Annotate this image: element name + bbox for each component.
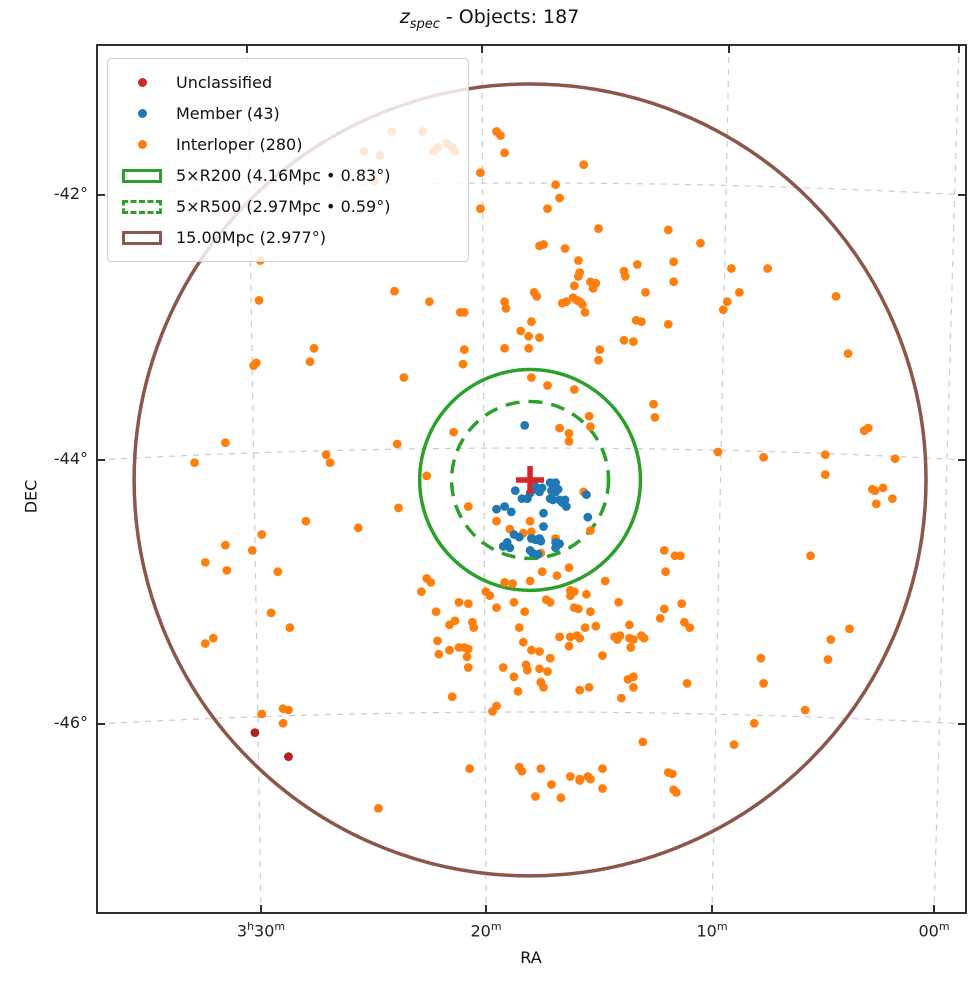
legend-dot-marker bbox=[116, 109, 168, 118]
scatter-points-unclassified bbox=[250, 728, 293, 761]
legend-box: Unclassified Member (43) Interloper (280) 5… bbox=[107, 58, 469, 262]
x-tick-label: 00m bbox=[918, 920, 950, 941]
legend-rect-marker bbox=[116, 199, 168, 214]
x-tick-label: 20m bbox=[470, 920, 502, 941]
legend-item: Unclassified bbox=[116, 67, 458, 98]
y-tick-label: -44° bbox=[53, 449, 88, 468]
title-rest: - Objects: 187 bbox=[439, 6, 580, 28]
legend-item: Member (43) bbox=[116, 98, 458, 129]
legend-dot-marker bbox=[116, 140, 168, 149]
legend-dot-marker bbox=[116, 78, 168, 87]
legend-item: Interloper (280) bbox=[116, 129, 458, 160]
plot-title: zspec - Objects: 187 bbox=[0, 6, 979, 32]
cluster-center-cross bbox=[516, 465, 545, 494]
axes-frame bbox=[96, 44, 967, 914]
title-variable: z bbox=[399, 6, 410, 28]
y-tick-label: -42° bbox=[53, 184, 88, 203]
legend-item-label: Member (43) bbox=[176, 104, 280, 123]
legend-item-label: Unclassified bbox=[176, 73, 273, 92]
legend-item: 15.00Mpc (2.977°) bbox=[116, 222, 458, 253]
scatter-points bbox=[190, 127, 900, 813]
legend-item: 5×R500 (2.97Mpc • 0.59°) bbox=[116, 191, 458, 222]
legend-item-label: 5×R200 (4.16Mpc • 0.83°) bbox=[176, 166, 391, 185]
x-tick-label: 3h30m bbox=[236, 920, 286, 941]
x-axis-label: RA bbox=[520, 948, 542, 967]
legend-item-label: 15.00Mpc (2.977°) bbox=[176, 228, 326, 247]
x-tick-label: 10m bbox=[696, 920, 728, 941]
legend-rect-marker bbox=[116, 168, 168, 183]
title-subscript: spec bbox=[409, 16, 440, 32]
legend-item-label: 5×R500 (2.97Mpc • 0.59°) bbox=[176, 197, 391, 216]
scatter-points-member bbox=[492, 421, 593, 559]
y-axis-label: DEC bbox=[21, 479, 41, 514]
y-tick-label: -46° bbox=[53, 713, 88, 732]
radius-circles bbox=[132, 82, 928, 878]
legend-item: 5×R200 (4.16Mpc • 0.83°) bbox=[116, 160, 458, 191]
legend-rect-marker bbox=[116, 230, 168, 245]
scatter-points-interloper bbox=[190, 127, 900, 813]
legend-item-label: Interloper (280) bbox=[176, 135, 303, 154]
